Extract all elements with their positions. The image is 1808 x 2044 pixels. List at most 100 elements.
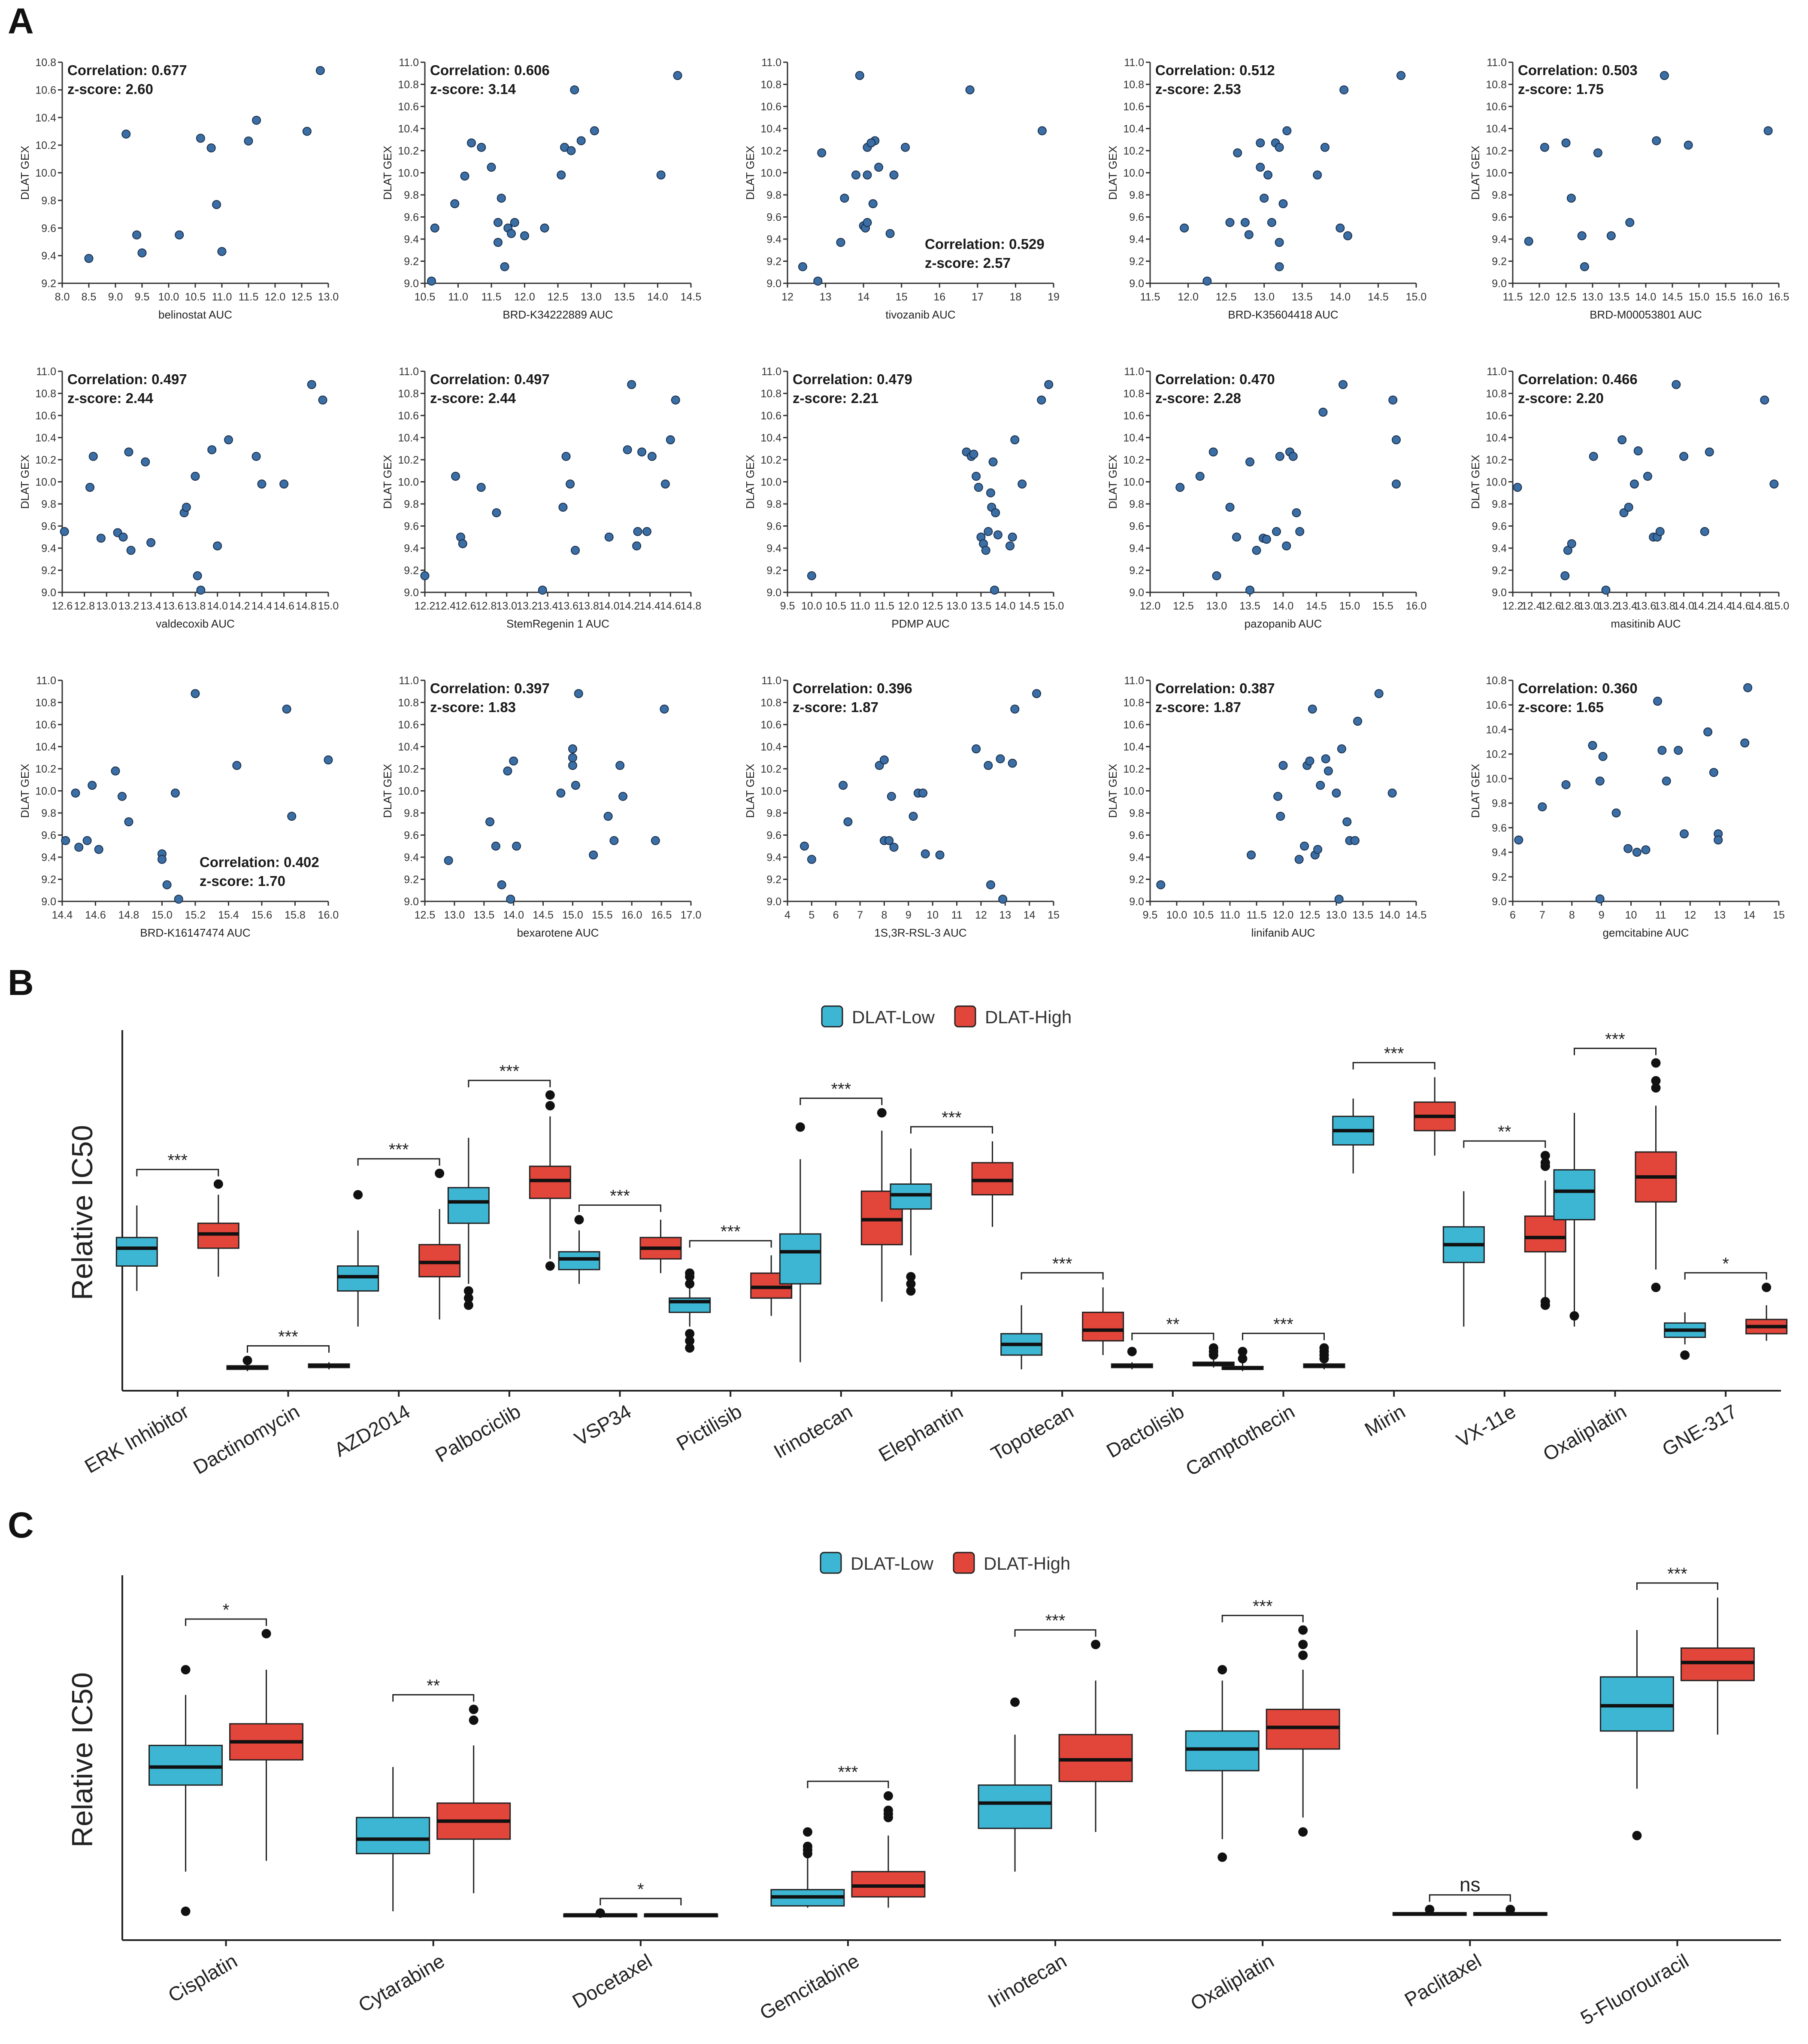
- x-tick-label: 14.2: [1693, 600, 1714, 612]
- x-tick-label: 13.5: [1292, 291, 1313, 303]
- y-tick-label: 9.4: [1129, 234, 1144, 246]
- x-tick-label: 11.5: [1503, 291, 1523, 303]
- data-point: [1037, 126, 1047, 136]
- x-tick-label: 15.5: [1372, 600, 1393, 612]
- data-point: [1282, 126, 1292, 136]
- x-axis-label: gemcitabine AUC: [1603, 926, 1689, 939]
- data-point: [118, 792, 127, 801]
- significance-bracket: [1352, 1062, 1435, 1070]
- data-point: [1680, 829, 1689, 839]
- y-tick-label: 10.2: [1486, 454, 1507, 466]
- scatter-plot: 9.0 9.2 9.4 9.6 9.8 10.0 10.2 10.4 10.6 10.8 11.0 1…: [381, 57, 701, 321]
- y-axis-label: DLAT GEX: [744, 455, 757, 509]
- data-point: [1392, 479, 1401, 489]
- y-axis-label: DLAT GEX: [18, 146, 31, 200]
- data-point: [1567, 539, 1576, 549]
- zscore-label: z-score: 1.75: [1518, 81, 1604, 97]
- x-tick-label: 16.0: [621, 909, 642, 921]
- zscore-label: z-score: 2.21: [793, 390, 878, 406]
- y-tick-label: 9.6: [1492, 822, 1507, 834]
- data-point: [671, 395, 680, 405]
- data-point: [451, 472, 460, 481]
- y-tick-label: 10.4: [1486, 432, 1507, 444]
- y-tick-label: 10.6: [398, 719, 419, 731]
- x-tick-label: 13.5: [614, 291, 635, 303]
- significance-label: ***: [278, 1327, 298, 1346]
- data-point: [1272, 527, 1281, 536]
- outlier-high: [1298, 1625, 1308, 1635]
- data-point: [889, 843, 899, 852]
- data-point: [851, 170, 860, 180]
- x-tick-label: 13.0: [1206, 600, 1227, 612]
- data-point: [1560, 571, 1570, 580]
- x-tick-label: 12.2: [1502, 600, 1523, 612]
- x-axis-label: masitinib AUC: [1611, 617, 1681, 630]
- data-point: [224, 435, 233, 445]
- y-tick-label: 10.4: [35, 112, 56, 124]
- x-tick-label: 14: [1743, 909, 1755, 921]
- x-tick-label: 13.5: [971, 600, 992, 612]
- x-tick-label: 12.6: [1540, 600, 1561, 612]
- y-tick-label: 10.0: [1486, 773, 1507, 785]
- x-tick-label: 15.8: [285, 909, 306, 921]
- data-point: [1208, 447, 1218, 457]
- data-point: [1387, 788, 1397, 798]
- y-tick-label: 10.0: [1123, 167, 1144, 179]
- y-tick-label: 10.4: [398, 432, 419, 444]
- y-tick-label: 10.2: [1486, 145, 1507, 157]
- legend-label-low: DLAT-Low: [851, 1553, 934, 1574]
- data-point: [1300, 841, 1309, 851]
- significance-bracket: [247, 1345, 330, 1353]
- x-tick-label: 14.5: [533, 909, 554, 921]
- y-tick-label: 9.6: [404, 521, 419, 533]
- outlier-low: [906, 1286, 916, 1296]
- data-point: [1679, 452, 1689, 461]
- y-tick-label: 10.2: [1123, 454, 1144, 466]
- x-tick-label: 10.5: [415, 291, 436, 303]
- y-tick-label: 9.0: [41, 896, 56, 908]
- x-tick-label: 11.0: [212, 291, 232, 303]
- data-point: [1563, 546, 1572, 555]
- x-tick-label: 13.0: [1254, 291, 1275, 303]
- x-tick-label: 15.5: [592, 909, 613, 921]
- data-point: [520, 231, 529, 240]
- x-axis-label: BRD-M00053801 AUC: [1590, 308, 1702, 321]
- data-point: [566, 479, 575, 489]
- data-point: [232, 761, 242, 770]
- outlier-high: [1298, 1640, 1308, 1650]
- data-point: [817, 148, 827, 158]
- x-tick-label: 14.5: [1368, 291, 1389, 303]
- y-tick-label: 9.8: [766, 189, 781, 201]
- x-tick-label: 15.0: [1769, 600, 1790, 612]
- data-point: [1032, 689, 1042, 698]
- x-tick-label: 13.0: [946, 600, 967, 612]
- x-axis-label: pazopanib AUC: [1245, 617, 1322, 630]
- y-tick-label: 10.4: [35, 432, 56, 444]
- y-tick-label: 11.0: [36, 366, 56, 378]
- outlier-low: [906, 1279, 916, 1289]
- y-axis-label: DLAT GEX: [1469, 146, 1482, 200]
- y-tick-label: 10.0: [1486, 167, 1507, 179]
- data-point: [1233, 148, 1242, 158]
- y-tick-label: 10.4: [1486, 123, 1507, 135]
- y-tick-label: 10.0: [35, 167, 56, 179]
- x-tick-label: 16.0: [1742, 291, 1763, 303]
- y-tick-label: 10.2: [398, 145, 419, 157]
- x-tick-label: 9.5: [135, 291, 150, 303]
- x-tick-label: 10: [1625, 909, 1637, 921]
- outlier-low: [685, 1343, 695, 1353]
- y-tick-label: 11.0: [1124, 675, 1144, 687]
- x-tick-label: 13.2: [1597, 600, 1618, 612]
- x-tick-label: 10.0: [1166, 909, 1187, 921]
- data-point: [1044, 380, 1054, 389]
- data-point: [1323, 766, 1333, 776]
- x-tick-label: 12.0: [1140, 600, 1161, 612]
- x-tick-label: 13.0: [96, 600, 117, 612]
- data-point: [84, 254, 94, 263]
- x-tick-label: 15.0: [151, 909, 173, 921]
- data-point: [1577, 231, 1587, 240]
- data-point: [1156, 880, 1166, 889]
- x-tick-label: 6: [1510, 909, 1516, 921]
- y-tick-label: 9.6: [766, 521, 781, 533]
- y-tick-label: 9.6: [1129, 212, 1144, 224]
